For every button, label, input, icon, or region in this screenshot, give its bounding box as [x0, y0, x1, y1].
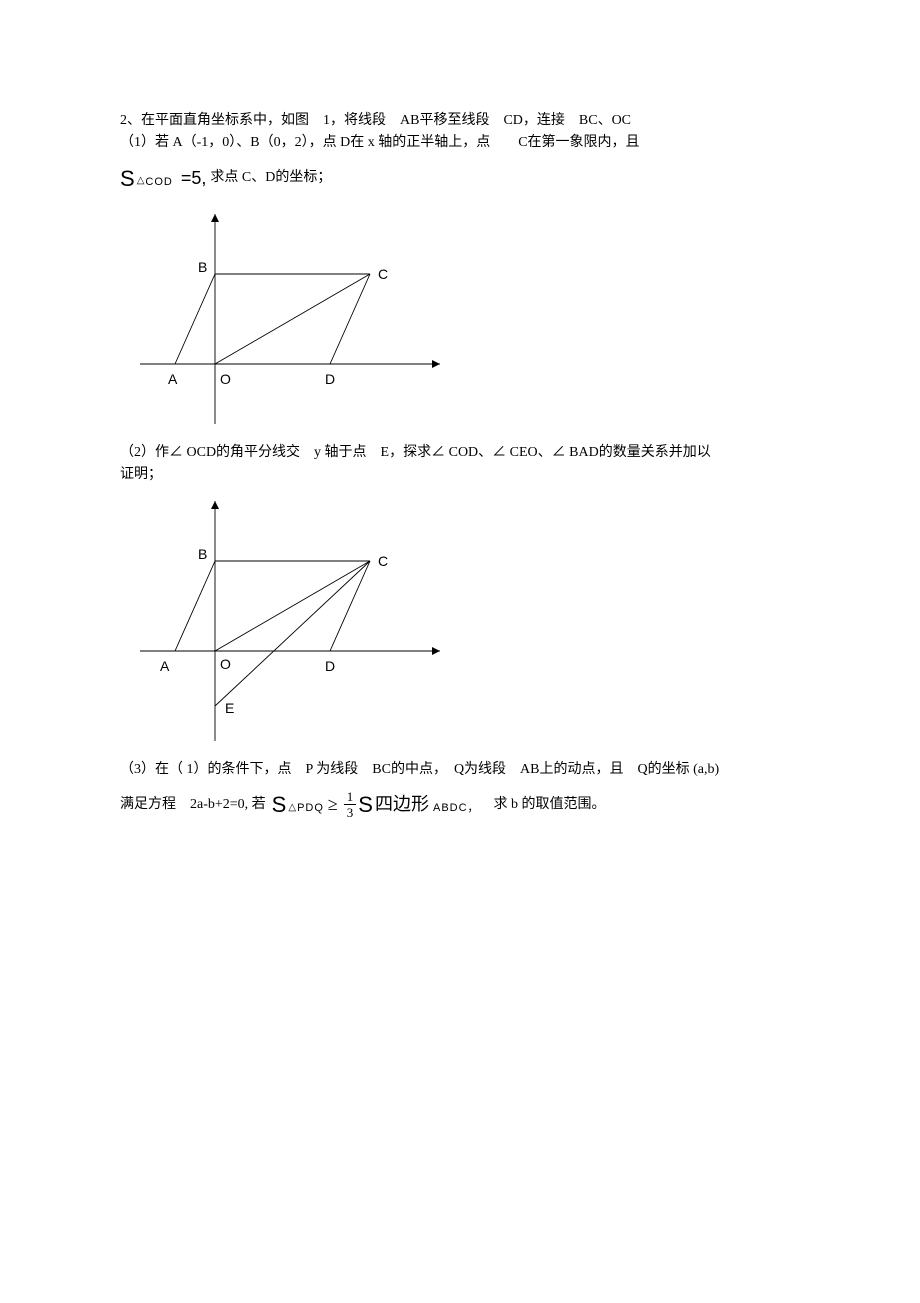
eq-five: =5,	[181, 164, 207, 193]
sub-cod: COD	[145, 174, 172, 192]
svg-text:O: O	[220, 371, 231, 387]
part3-text-a: （3）在（ 1）的条件下，点 P 为线段 BC的中点， Q为线段 AB上的动点，…	[120, 759, 800, 781]
triangle-symbol: △	[137, 173, 145, 189]
quad-label: 四边形	[375, 790, 429, 819]
part2-text-b: 证明；	[120, 464, 800, 486]
sub-pdq: PDQ	[297, 800, 324, 818]
svg-text:A: A	[160, 658, 170, 674]
s-symbol-3: S	[358, 787, 373, 822]
figure-1: A B C D O	[120, 204, 800, 434]
s-symbol: S	[120, 161, 135, 196]
part2-text: （2）作∠ OCD的角平分线交 y 轴于点 E，探求∠ COD、∠ CEO、∠ …	[120, 442, 800, 464]
frac-num: 1	[344, 790, 357, 804]
ge-symbol: ≥	[328, 790, 338, 819]
fraction: 1 3	[344, 790, 357, 819]
svg-text:B: B	[198, 259, 207, 275]
sub-abdc: ABDC，	[433, 800, 480, 818]
figure-2: A B C D E O	[120, 491, 800, 751]
svg-text:D: D	[325, 658, 335, 674]
svg-text:C: C	[378, 553, 388, 569]
part1-formula: S △ COD =5, 求点 C、D的坐标；	[120, 161, 800, 196]
svg-text:O: O	[220, 656, 231, 672]
svg-text:A: A	[168, 371, 178, 387]
svg-text:E: E	[225, 700, 234, 716]
svg-text:C: C	[378, 266, 388, 282]
triangle-symbol-2: △	[288, 800, 296, 816]
part3-post: 求 b 的取值范围。	[494, 794, 606, 816]
s-symbol-2: S	[272, 787, 287, 822]
svg-text:D: D	[325, 371, 335, 387]
svg-text:B: B	[198, 546, 207, 562]
frac-den: 3	[344, 804, 357, 819]
part3-pre: 满足方程 2a-b+2=0, 若	[120, 794, 266, 816]
part1-text-a: （1）若 A（-1，0）、B（0，2），点 D在 x 轴的正半轴上，点 C在第一…	[120, 132, 800, 154]
part1-after: 求点 C、D的坐标；	[210, 167, 331, 189]
intro-text: 2、在平面直角坐标系中，如图 1，将线段 AB平移至线段 CD，连接 BC、OC	[120, 110, 800, 132]
part3-formula-line: 满足方程 2a-b+2=0, 若 S △ PDQ ≥ 1 3 S 四边形 ABD…	[120, 787, 800, 822]
